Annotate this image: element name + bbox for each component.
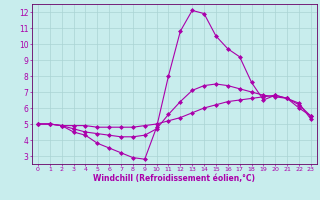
- X-axis label: Windchill (Refroidissement éolien,°C): Windchill (Refroidissement éolien,°C): [93, 174, 255, 183]
